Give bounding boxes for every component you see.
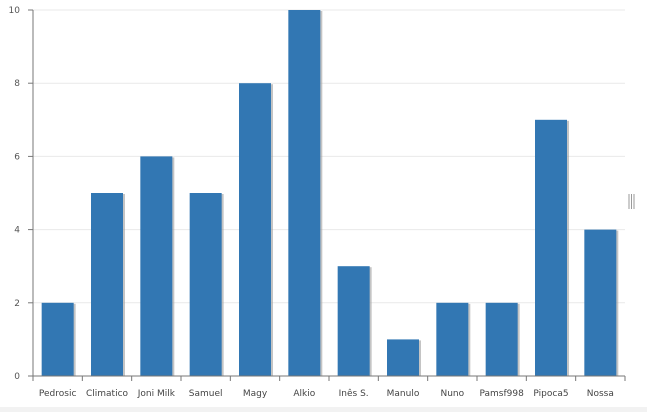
bar-joni-milk xyxy=(140,156,173,376)
y-tick-label: 0 xyxy=(14,372,20,382)
x-category-label: Magy xyxy=(243,389,268,399)
x-category-label: Samuel xyxy=(189,389,223,399)
bar-in-s-s- xyxy=(337,266,370,376)
x-axis-category-labels: Pedrosic Climatico Joni Milk Samuel Magy Alki… xyxy=(39,388,614,399)
bar-pamsf998 xyxy=(485,302,518,376)
resize-handle[interactable] xyxy=(628,194,635,209)
bar-pedrosic xyxy=(41,302,74,376)
bar-nossa xyxy=(584,229,617,376)
y-tick-label: 8 xyxy=(14,79,20,89)
bar-manulo xyxy=(387,339,419,376)
x-category-label: Pipoca5 xyxy=(533,389,568,399)
x-category-label: Pamsf998 xyxy=(479,389,524,399)
x-category-label: Manulo xyxy=(387,389,420,399)
bar-climatico xyxy=(91,193,123,376)
bar-nuno xyxy=(436,302,469,376)
x-category-label: Climatico xyxy=(86,389,129,399)
x-category-label: Nuno xyxy=(441,389,465,399)
x-category-label: Alkio xyxy=(293,389,315,399)
bar-samuel xyxy=(189,193,222,376)
bar-alkio xyxy=(288,10,321,376)
x-category-label: Nossa xyxy=(587,389,614,399)
x-category-label: Pedrosic xyxy=(39,389,77,399)
y-tick-label: 10 xyxy=(9,6,21,16)
y-axis-tick-labels: 0 2 4 6 8 10 xyxy=(9,6,21,382)
chart-axes xyxy=(28,9,626,381)
bar-magy xyxy=(239,83,271,376)
y-tick-label: 6 xyxy=(14,152,20,162)
gridlines xyxy=(33,9,625,304)
x-category-label: Joni Milk xyxy=(137,389,176,399)
y-tick-label: 2 xyxy=(14,299,20,309)
bar-pipoca5 xyxy=(535,119,567,377)
bottom-scroll-strip xyxy=(0,407,647,412)
x-category-label: Inês S. xyxy=(339,388,369,399)
y-tick-label: 4 xyxy=(14,226,20,236)
bar-series xyxy=(41,10,619,377)
